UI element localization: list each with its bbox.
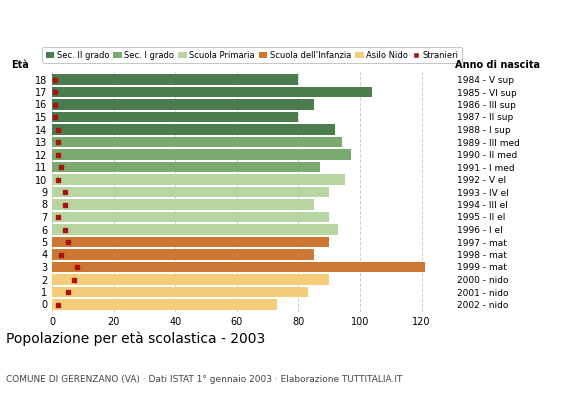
Text: Popolazione per età scolastica - 2003: Popolazione per età scolastica - 2003 [6,332,265,346]
Bar [52,162,320,172]
Bar [52,112,299,122]
Bar [52,249,314,260]
Text: Età: Età [12,60,30,70]
Bar [52,137,342,147]
Bar [52,99,314,110]
Text: COMUNE DI GERENZANO (VA) · Dati ISTAT 1° gennaio 2003 · Elaborazione TUTTITALIA.: COMUNE DI GERENZANO (VA) · Dati ISTAT 1°… [6,375,402,384]
Bar [52,199,314,210]
Bar [52,149,351,160]
Bar [52,87,372,97]
Bar [52,299,277,310]
Bar [52,124,335,135]
Legend: Sec. II grado, Sec. I grado, Scuola Primaria, Scuola dell'Infanzia, Asilo Nido, : Sec. II grado, Sec. I grado, Scuola Prim… [42,47,462,63]
Bar [52,174,345,185]
Bar [52,224,339,235]
Bar [52,212,329,222]
Bar [52,274,329,285]
Bar [52,262,425,272]
Bar [52,237,329,247]
Bar [52,187,329,197]
Bar [52,287,308,297]
Text: Anno di nascita: Anno di nascita [455,60,541,70]
Bar [52,74,299,85]
